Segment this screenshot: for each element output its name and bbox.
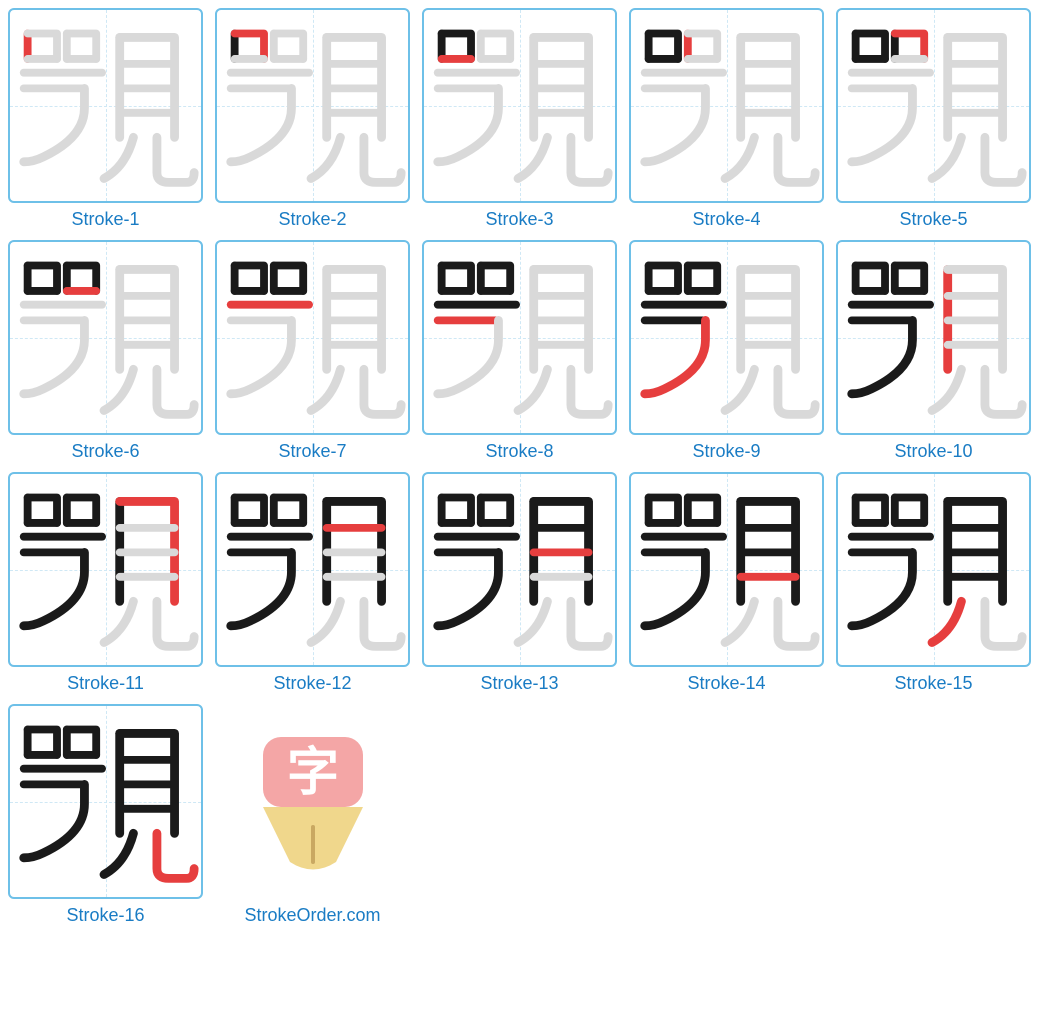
- character-svg: [424, 10, 615, 201]
- character-svg: [10, 706, 201, 897]
- stroke-box: [422, 8, 617, 203]
- character-svg: [838, 10, 1029, 201]
- character-svg: [10, 242, 201, 433]
- character-svg: [838, 242, 1029, 433]
- stroke-cell: Stroke-10: [836, 240, 1031, 462]
- stroke-cell: Stroke-5: [836, 8, 1031, 230]
- stroke-box: [836, 472, 1031, 667]
- stroke-box: [629, 8, 824, 203]
- character-svg: [424, 242, 615, 433]
- stroke-cell: Stroke-7: [215, 240, 410, 462]
- stroke-label: Stroke-16: [66, 905, 144, 926]
- character-svg: [838, 474, 1029, 665]
- stroke-label: Stroke-13: [480, 673, 558, 694]
- stroke-label: Stroke-10: [894, 441, 972, 462]
- stroke-label: Stroke-2: [278, 209, 346, 230]
- stroke-label: Stroke-7: [278, 441, 346, 462]
- stroke-label: Stroke-1: [71, 209, 139, 230]
- stroke-label: Stroke-8: [485, 441, 553, 462]
- stroke-box: [629, 240, 824, 435]
- stroke-label: Stroke-5: [899, 209, 967, 230]
- character-svg: [217, 10, 408, 201]
- character-svg: [631, 242, 822, 433]
- character-svg: [631, 10, 822, 201]
- stroke-box: [215, 8, 410, 203]
- stroke-label: Stroke-11: [67, 673, 144, 694]
- stroke-label: Stroke-12: [273, 673, 351, 694]
- stroke-cell: Stroke-12: [215, 472, 410, 694]
- stroke-cell: Stroke-1: [8, 8, 203, 230]
- character-svg: [631, 474, 822, 665]
- stroke-box: [215, 240, 410, 435]
- stroke-cell: Stroke-3: [422, 8, 617, 230]
- logo-cell: 字 StrokeOrder.com: [215, 704, 410, 926]
- logo-char: 字: [286, 744, 338, 802]
- stroke-box: [836, 8, 1031, 203]
- stroke-cell: Stroke-15: [836, 472, 1031, 694]
- stroke-box: [8, 240, 203, 435]
- logo-icon: 字: [258, 732, 368, 872]
- character-svg: [10, 474, 201, 665]
- stroke-box: [215, 472, 410, 667]
- stroke-label: Stroke-4: [692, 209, 760, 230]
- character-svg: [424, 474, 615, 665]
- stroke-label: Stroke-15: [894, 673, 972, 694]
- character-svg: [10, 10, 201, 201]
- stroke-cell: Stroke-6: [8, 240, 203, 462]
- stroke-grid: Stroke-1 Stroke-2 Stroke-3 Stroke-4 Stroke-5…: [8, 8, 1042, 926]
- stroke-cell: Stroke-11: [8, 472, 203, 694]
- stroke-box: [422, 472, 617, 667]
- stroke-box: [422, 240, 617, 435]
- stroke-cell: Stroke-4: [629, 8, 824, 230]
- stroke-cell: Stroke-8: [422, 240, 617, 462]
- stroke-box: [8, 8, 203, 203]
- stroke-box: [8, 472, 203, 667]
- stroke-cell: Stroke-9: [629, 240, 824, 462]
- stroke-label: Stroke-3: [485, 209, 553, 230]
- site-label: StrokeOrder.com: [244, 905, 380, 926]
- stroke-box: [836, 240, 1031, 435]
- stroke-cell: Stroke-14: [629, 472, 824, 694]
- stroke-label: Stroke-9: [692, 441, 760, 462]
- stroke-box: [629, 472, 824, 667]
- stroke-cell: Stroke-13: [422, 472, 617, 694]
- stroke-cell: Stroke-2: [215, 8, 410, 230]
- stroke-box: [8, 704, 203, 899]
- stroke-label: Stroke-6: [71, 441, 139, 462]
- character-svg: [217, 242, 408, 433]
- stroke-label: Stroke-14: [687, 673, 765, 694]
- logo-container: 字: [215, 704, 410, 899]
- stroke-cell: Stroke-16: [8, 704, 203, 926]
- character-svg: [217, 474, 408, 665]
